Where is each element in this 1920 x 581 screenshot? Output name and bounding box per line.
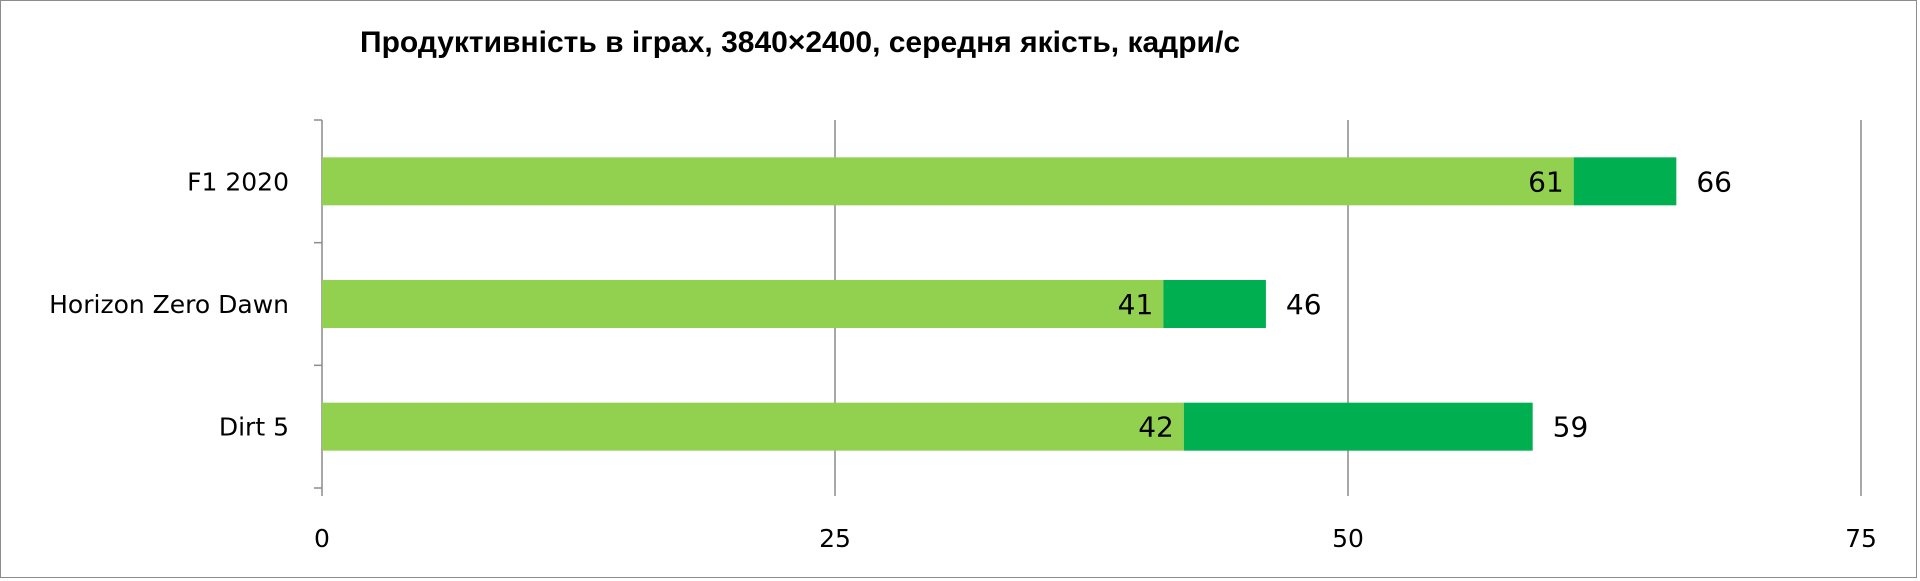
data-label-total: 66 [1696,165,1732,198]
data-label-total: 59 [1553,411,1589,444]
category-label: Horizon Zero Dawn [49,290,289,319]
x-tick-label: 25 [819,524,851,553]
data-label-total: 46 [1286,288,1322,321]
category-label: F1 2020 [187,167,289,196]
category-label: Dirt 5 [219,413,289,442]
chart-title: Продуктивність в іграх, 3840×2400, серед… [360,26,1241,59]
bar-segment-increment [1183,402,1533,451]
data-label-base: 41 [1118,288,1154,321]
bar-segment-base [322,402,1184,451]
bar-segment-base [322,157,1574,206]
bar-segment-base [322,280,1164,328]
bar-segment-increment [1573,157,1677,206]
data-label-base: 61 [1528,165,1564,198]
bar-segment-increment [1163,280,1266,328]
x-tick-label: 0 [314,524,330,553]
data-label-base: 42 [1138,411,1174,444]
x-tick-label: 75 [1845,524,1877,553]
x-tick-label: 50 [1332,524,1364,553]
